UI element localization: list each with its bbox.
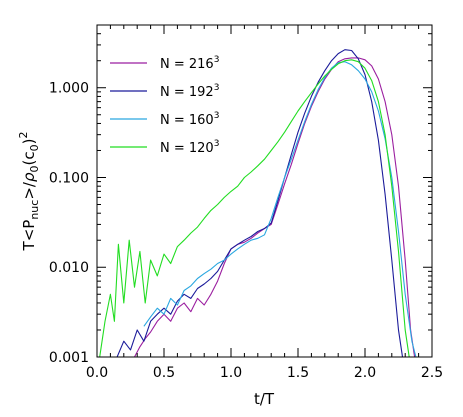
x-tick-label: 2.0 bbox=[354, 365, 376, 381]
legend-label-4: N = 1203 bbox=[160, 139, 219, 156]
y-label-lead: T<P bbox=[20, 220, 38, 252]
y-axis: 0.001 0.010 0.100 1.000 bbox=[49, 24, 432, 366]
y-axis-label: T<Pnuc>/ρ0(c0)2 bbox=[17, 132, 41, 252]
y-label-tail-sub: 0 bbox=[28, 144, 41, 151]
legend-label-power: 3 bbox=[214, 139, 220, 149]
series-line-1 bbox=[134, 57, 416, 357]
x-axis: 0.0 0.5 1.0 1.5 2.0 2.5 bbox=[86, 25, 443, 381]
x-tick-label: 0.5 bbox=[153, 365, 175, 381]
legend-label-2: N = 1923 bbox=[160, 83, 219, 100]
y-label-lead-sub: nuc bbox=[28, 200, 41, 220]
y-label-rho-sub: 0 bbox=[28, 166, 41, 173]
y-label-mid: >/ bbox=[20, 181, 38, 200]
y-label-tail: (c bbox=[20, 151, 38, 165]
legend-label-3: N = 1603 bbox=[160, 111, 219, 128]
legend-label-base: N = 120 bbox=[160, 141, 214, 156]
legend-label-base: N = 160 bbox=[160, 113, 214, 128]
series-line-4 bbox=[99, 59, 410, 357]
legend-label-power: 3 bbox=[214, 55, 220, 65]
y-tick-label: 0.100 bbox=[49, 170, 89, 186]
y-tick-label: 1.000 bbox=[49, 81, 89, 97]
y-label-power: 2 bbox=[17, 132, 30, 139]
x-tick-label: 0.0 bbox=[86, 365, 108, 381]
series-line-3 bbox=[143, 61, 417, 357]
x-axis-label: t/T bbox=[254, 390, 275, 408]
y-label-close: ) bbox=[20, 139, 38, 145]
y-tick-label: 0.010 bbox=[49, 260, 89, 276]
y-label-rho: ρ bbox=[20, 172, 38, 182]
series-layer bbox=[99, 49, 417, 357]
legend-label-power: 3 bbox=[214, 111, 220, 121]
legend-label-power: 3 bbox=[214, 83, 220, 93]
y-tick-label: 0.001 bbox=[49, 350, 89, 366]
x-tick-label: 1.0 bbox=[220, 365, 242, 381]
x-tick-label: 1.5 bbox=[287, 365, 309, 381]
legend-label-base: N = 192 bbox=[160, 85, 214, 100]
x-tick-label: 2.5 bbox=[421, 365, 443, 381]
legend-label-1: N = 2163 bbox=[160, 55, 219, 72]
series-line-2 bbox=[116, 49, 404, 357]
legend-label-base: N = 216 bbox=[160, 57, 214, 72]
